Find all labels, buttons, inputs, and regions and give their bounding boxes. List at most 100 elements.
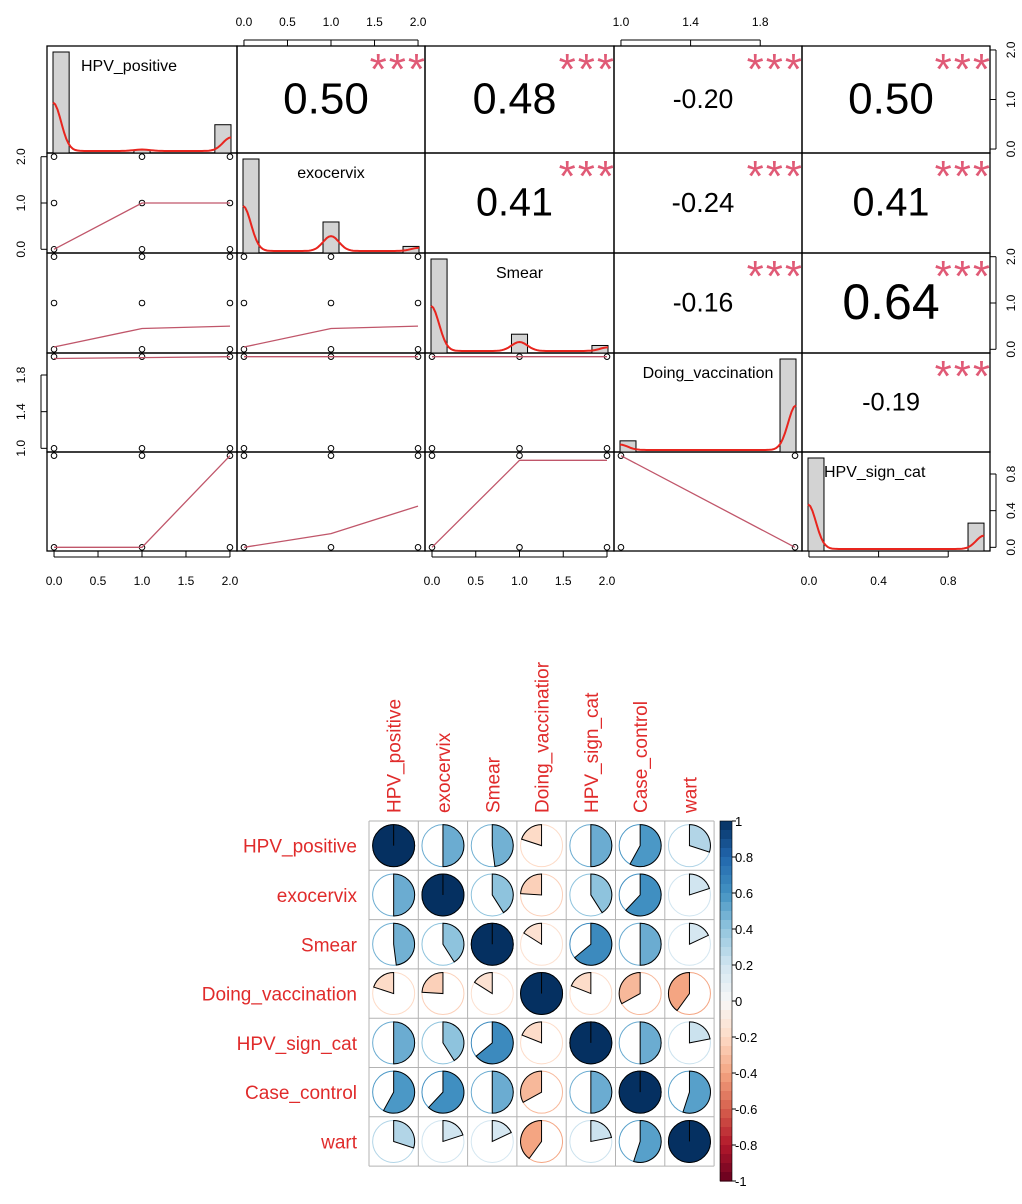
scatter-point <box>226 253 234 261</box>
scatter-point <box>428 544 436 551</box>
legend-color-step <box>720 884 732 894</box>
fit-line <box>54 455 231 548</box>
corr-pie-slice <box>523 922 543 946</box>
variable-label: HPV_positive <box>81 58 177 75</box>
corr-pie-slice <box>625 873 662 917</box>
legend-color-step <box>720 893 732 903</box>
axis-tick-label: 2.0 <box>1004 248 1018 265</box>
fit-line <box>431 459 607 548</box>
legend-color-step <box>720 866 732 876</box>
legend-color-step <box>720 920 732 930</box>
row-label: HPV_positive <box>243 837 357 858</box>
density-curve <box>242 205 420 252</box>
legend-color-step <box>720 947 732 957</box>
axis-tick-label: 2.0 <box>599 574 616 588</box>
axis-tick-label: 0.0 <box>1004 539 1018 556</box>
scatter-point <box>414 299 422 307</box>
scatter-point <box>240 452 248 459</box>
legend-color-step <box>720 1037 732 1047</box>
scatter-point <box>327 452 335 459</box>
legend-color-step <box>720 1091 732 1101</box>
axis-tick-label: 0.0 <box>801 574 818 588</box>
corr-pie-slice <box>491 873 514 914</box>
scatter-point <box>226 153 234 161</box>
scatter-point <box>791 452 799 459</box>
scatter-point <box>516 544 523 551</box>
significance-stars: *** <box>747 45 804 94</box>
legend-color-step <box>720 1010 732 1020</box>
corr-pie-slice <box>393 922 416 966</box>
scatter-point <box>617 452 625 459</box>
correlation-value: 0.41 <box>476 181 553 225</box>
scatter-point <box>414 253 422 261</box>
legend-color-step <box>720 1055 732 1065</box>
scatter-point <box>327 253 335 261</box>
axis-tick-label: 0.0 <box>46 574 63 588</box>
panel-border <box>46 252 238 354</box>
legend-color-step <box>720 911 732 921</box>
legend-color-step <box>720 1109 732 1119</box>
correlation-value: 0.50 <box>848 75 934 124</box>
significance-stars: *** <box>747 152 804 201</box>
axis-tick-label: 0.5 <box>279 15 296 29</box>
legend-tick-label: -0.8 <box>735 1138 757 1153</box>
legend-color-step <box>720 1100 732 1110</box>
fit-line <box>53 356 231 360</box>
axis-tick-label: 1.0 <box>134 574 151 588</box>
significance-stars: *** <box>935 152 992 201</box>
legend-tick-label: 1 <box>735 814 742 829</box>
axis-tick-label: 1.0 <box>1004 91 1018 108</box>
legend-color-step <box>720 848 732 858</box>
axis-tick-label: 0.8 <box>940 574 957 588</box>
row-label: HPV_sign_cat <box>237 1034 358 1055</box>
axis-tick-label: 2.0 <box>1004 41 1018 58</box>
axis-tick-label: 1.5 <box>555 574 572 588</box>
scatter-point <box>327 445 335 452</box>
corr-pie-slice <box>590 1119 613 1143</box>
scatter-point <box>240 253 248 261</box>
fit-line <box>243 325 419 348</box>
corr-pie-slice <box>520 1070 543 1103</box>
corr-pie-slice <box>570 972 592 995</box>
corr-pie-slice <box>475 1021 514 1065</box>
row-label: Doing_vaccination <box>202 985 357 1006</box>
scatter-point <box>50 345 58 353</box>
corr-pie-slice <box>667 972 690 1012</box>
scatter-point <box>50 199 58 207</box>
corr-pie-slice <box>629 824 662 868</box>
legend-tick-label: 0.2 <box>735 958 753 973</box>
correlation-value: -0.24 <box>672 187 735 218</box>
axis-tick-label: 2.0 <box>410 15 427 29</box>
legend-tick-label: -1 <box>735 1174 747 1189</box>
axis-tick-label: 0.5 <box>467 574 484 588</box>
axis-tick-label: 0.0 <box>14 241 28 258</box>
legend-color-step <box>720 929 732 939</box>
scatter-point <box>138 299 146 307</box>
significance-stars: *** <box>559 152 616 201</box>
axis-tick-label: 1.0 <box>323 15 340 29</box>
axis-tick-label: 0.0 <box>236 15 253 29</box>
scatter-point <box>327 544 335 551</box>
corr-pie-slice <box>520 824 543 847</box>
axis-tick-label: 2.0 <box>14 148 28 165</box>
corr-pie-slice <box>618 972 641 1005</box>
column-label: Doing_vaccinatior <box>533 661 554 813</box>
axis-tick-label: 1.8 <box>752 15 769 29</box>
scatter-point <box>603 445 611 452</box>
legend-color-step <box>720 974 732 984</box>
correlation-value: -0.20 <box>673 84 734 114</box>
scatter-point <box>226 299 234 307</box>
density-curve <box>807 503 985 550</box>
significance-stars: *** <box>747 252 804 301</box>
corr-pie-slice <box>688 873 711 896</box>
axis-tick-label: 1.0 <box>14 194 28 211</box>
scatter-point <box>138 253 146 261</box>
legend-color-step <box>720 1082 732 1092</box>
corr-pie-slice <box>393 1119 416 1149</box>
row-label: Case_control <box>245 1083 357 1104</box>
legend-color-step <box>720 1001 732 1011</box>
scatter-point <box>226 544 234 551</box>
scatter-point <box>516 452 523 459</box>
row-label: Smear <box>301 935 358 956</box>
legend-color-step <box>720 1064 732 1074</box>
